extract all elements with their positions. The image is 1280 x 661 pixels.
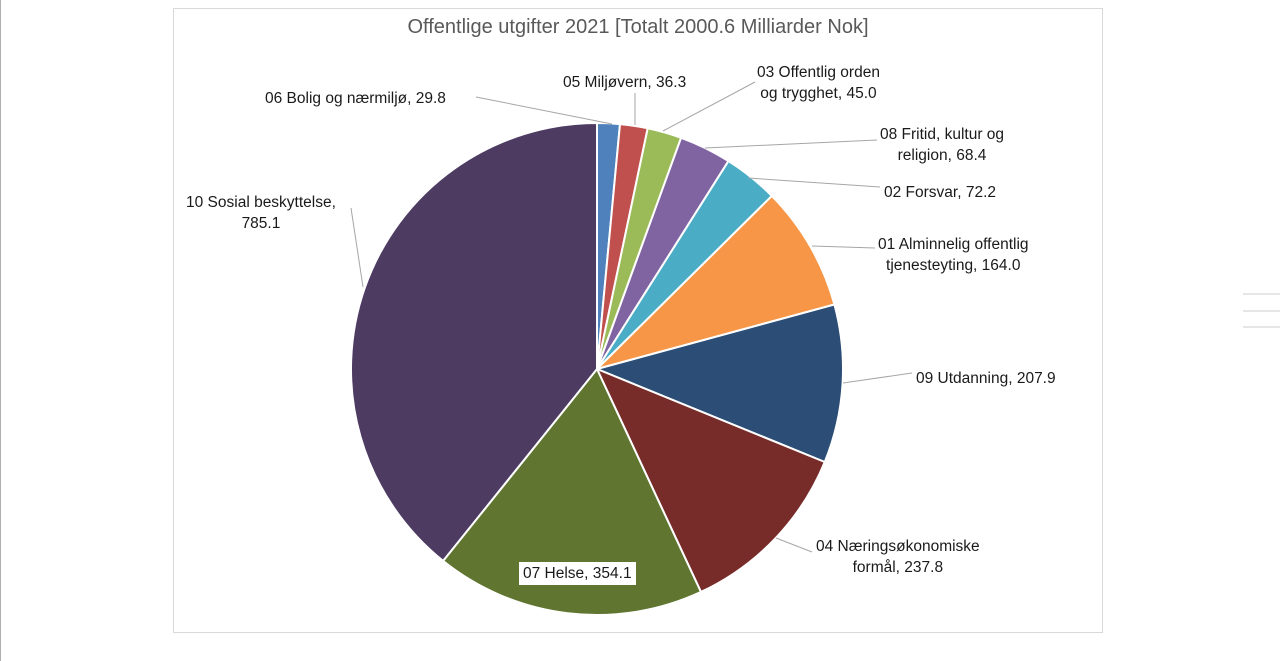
data-label-line: 10 Sosial beskyttelse,: [186, 194, 336, 211]
data-label[interactable]: 08 Fritid, kultur og religion, 68.4: [880, 124, 1004, 166]
data-label[interactable]: 03 Offentlig orden og trygghet, 45.0: [757, 62, 880, 104]
leader-line: [475, 96, 613, 125]
data-label-line: 04 Næringsøkonomiske: [816, 538, 980, 555]
leader-line: [811, 245, 876, 249]
leader-line: [704, 139, 878, 149]
resize-handle-line[interactable]: [1243, 310, 1280, 312]
leader-line: [747, 177, 881, 188]
data-label-line: og trygghet, 45.0: [760, 85, 877, 102]
data-label-line: 05 Miljøvern, 36.3: [563, 74, 687, 91]
window-left-border: [0, 0, 1, 661]
data-label-line: formål, 237.8: [852, 559, 944, 576]
chart-title[interactable]: Offentlige utgifter 2021 [Totalt 2000.6 …: [407, 16, 869, 38]
pie-slice[interactable]: [596, 194, 836, 370]
leader-line: [842, 372, 913, 384]
data-label[interactable]: 05 Miljøvern, 36.3: [563, 72, 686, 93]
pie-slice[interactable]: [350, 122, 598, 562]
data-label-line: 785.1: [241, 215, 281, 232]
data-label[interactable]: 07 Helse, 354.1: [519, 562, 636, 585]
data-label[interactable]: 06 Bolig og nærmiljø, 29.8: [265, 88, 446, 109]
pie-slices: [350, 122, 844, 616]
data-label-line: 01 Alminnelig offentlig: [878, 236, 1029, 253]
data-label[interactable]: 04 Næringsøkonomiske formål, 237.8: [816, 536, 980, 578]
leader-line: [662, 81, 756, 132]
data-label[interactable]: 02 Forsvar, 72.2: [884, 182, 996, 203]
resize-handle-line[interactable]: [1243, 293, 1280, 295]
data-label-line: religion, 68.4: [897, 147, 987, 164]
leader-line: [350, 207, 364, 288]
data-label-line: 08 Fritid, kultur og: [880, 126, 1005, 143]
leader-line: [775, 537, 813, 553]
data-label[interactable]: 10 Sosial beskyttelse, 785.1: [186, 192, 336, 234]
data-label-line: 06 Bolig og nærmiljø, 29.8: [265, 90, 446, 107]
data-label-line: 07 Helse, 354.1: [523, 565, 632, 582]
leader-lines: [350, 81, 913, 553]
pie-slice[interactable]: [596, 303, 844, 464]
data-label-line: 02 Forsvar, 72.2: [884, 184, 997, 201]
data-label-line: tjenesteyting, 164.0: [886, 257, 1021, 274]
pie-slice[interactable]: [442, 368, 702, 616]
data-label[interactable]: 09 Utdanning, 207.9: [916, 368, 1056, 389]
resize-handle-line[interactable]: [1243, 326, 1280, 328]
data-label[interactable]: 01 Alminnelig offentlig tjenesteyting, 16…: [878, 234, 1029, 276]
pie-slice[interactable]: [596, 368, 826, 593]
data-label-line: 09 Utdanning, 207.9: [916, 370, 1056, 387]
data-label-line: 03 Offentlig orden: [757, 64, 880, 81]
